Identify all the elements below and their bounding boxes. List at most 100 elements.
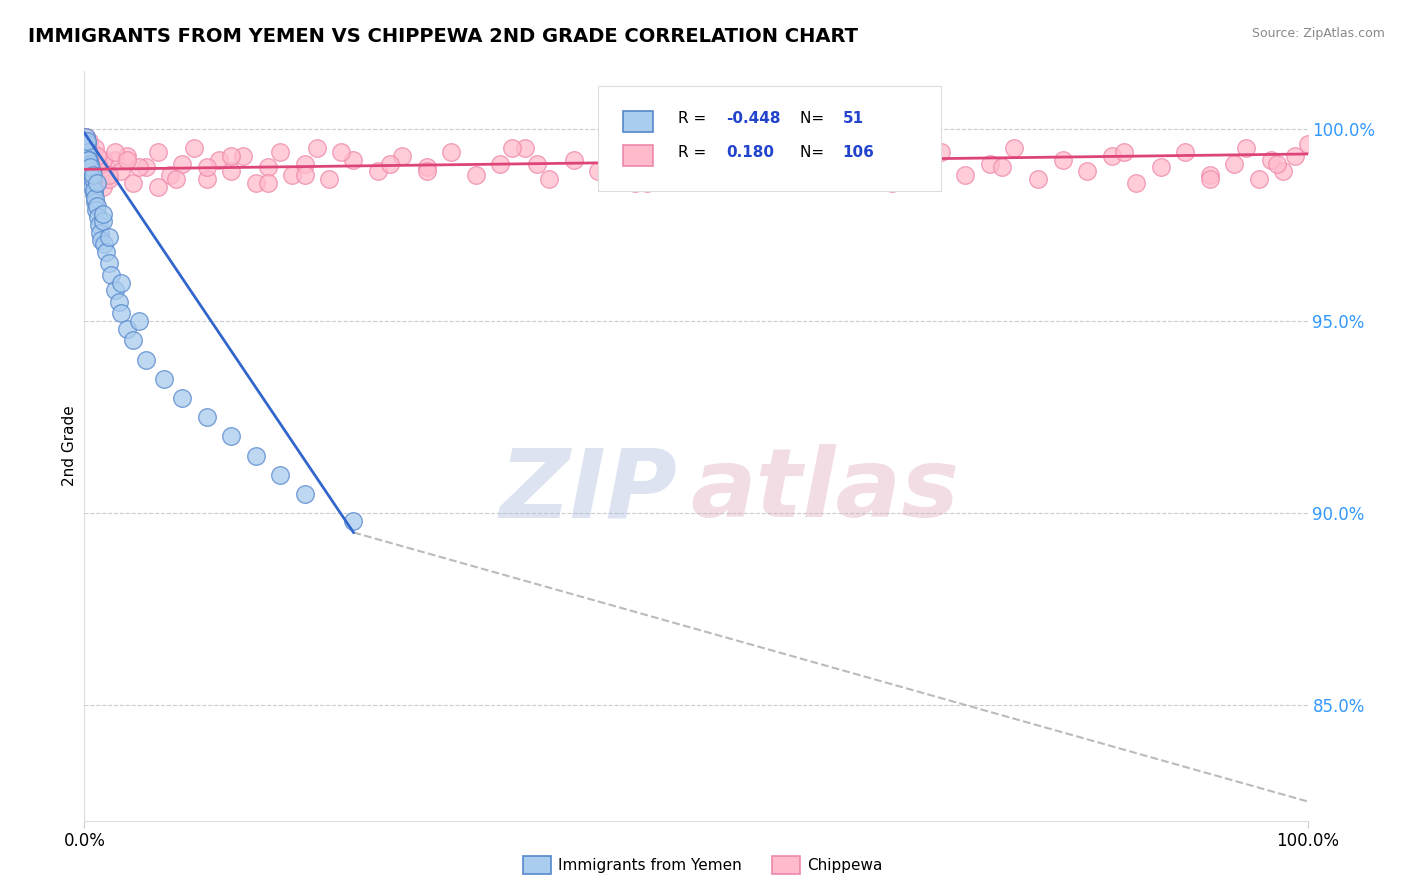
Point <box>77 153 100 167</box>
Point <box>305 141 328 155</box>
Point <box>1114 145 1136 159</box>
Point <box>869 164 891 178</box>
Point <box>110 306 132 320</box>
Point <box>747 153 769 167</box>
Point <box>83 194 105 209</box>
Point <box>172 391 194 405</box>
Point <box>115 322 138 336</box>
Point <box>269 145 291 159</box>
Point <box>135 352 157 367</box>
Point <box>97 256 120 270</box>
Point <box>1265 156 1288 170</box>
Point <box>76 134 98 148</box>
Point <box>77 161 100 175</box>
Point <box>1296 137 1319 152</box>
Point <box>115 153 138 167</box>
Point <box>135 161 157 175</box>
Point <box>1101 149 1123 163</box>
Point <box>831 164 853 178</box>
Point <box>1028 172 1050 186</box>
Point <box>195 410 218 425</box>
Point <box>82 179 104 194</box>
Point <box>770 149 793 163</box>
Text: N=: N= <box>800 112 830 126</box>
Point <box>82 153 104 167</box>
Point <box>538 172 561 186</box>
Point <box>110 276 132 290</box>
FancyBboxPatch shape <box>623 112 654 132</box>
Point <box>128 314 150 328</box>
Point <box>104 284 127 298</box>
Point <box>342 514 364 528</box>
Point <box>83 161 105 175</box>
Point <box>1150 161 1173 175</box>
Point <box>165 172 187 186</box>
Point <box>513 141 536 155</box>
Text: R =: R = <box>678 145 711 160</box>
Point <box>294 168 316 182</box>
Point <box>84 191 107 205</box>
Point <box>1247 172 1270 186</box>
Point <box>1236 141 1258 155</box>
Point <box>83 187 105 202</box>
Point <box>183 141 205 155</box>
Point <box>1272 164 1295 178</box>
Point <box>75 141 97 155</box>
Point <box>991 161 1014 175</box>
Point <box>416 164 439 178</box>
Point <box>929 145 952 159</box>
Point <box>269 467 291 482</box>
Point <box>1052 153 1074 167</box>
Point <box>219 149 242 163</box>
Point <box>342 153 364 167</box>
Point <box>122 334 145 348</box>
Point <box>96 161 118 175</box>
Point <box>416 161 439 175</box>
Point <box>502 141 524 155</box>
Point <box>75 129 97 144</box>
Point <box>562 153 585 167</box>
Point <box>110 164 132 178</box>
Text: -0.448: -0.448 <box>727 112 782 126</box>
Point <box>1076 164 1098 178</box>
Point <box>245 449 267 463</box>
Point <box>122 176 145 190</box>
Point <box>90 234 112 248</box>
Point <box>709 168 731 182</box>
Point <box>86 168 108 182</box>
Point <box>245 176 267 190</box>
Point <box>84 202 107 217</box>
Point <box>318 172 340 186</box>
Point <box>758 141 780 155</box>
Point <box>79 156 101 170</box>
Point <box>86 149 108 163</box>
Point <box>856 149 879 163</box>
Point <box>330 145 353 159</box>
Point <box>100 268 122 282</box>
Point <box>91 153 114 167</box>
Point <box>905 161 928 175</box>
Point <box>636 176 658 190</box>
Point <box>612 149 634 163</box>
Text: R =: R = <box>678 112 711 126</box>
Point <box>208 153 231 167</box>
Point <box>624 176 647 190</box>
Point <box>294 156 316 170</box>
Text: atlas: atlas <box>690 444 959 538</box>
Point <box>391 149 413 163</box>
Point <box>77 161 100 175</box>
Text: IMMIGRANTS FROM YEMEN VS CHIPPEWA 2ND GRADE CORRELATION CHART: IMMIGRANTS FROM YEMEN VS CHIPPEWA 2ND GR… <box>28 27 858 45</box>
Point <box>89 226 111 240</box>
Point <box>104 145 127 159</box>
Point <box>83 184 105 198</box>
Point <box>1125 176 1147 190</box>
Text: 106: 106 <box>842 145 875 160</box>
Point <box>104 153 127 167</box>
Text: Source: ZipAtlas.com: Source: ZipAtlas.com <box>1251 27 1385 40</box>
Point <box>82 172 104 186</box>
Point <box>79 161 101 175</box>
Point <box>257 161 280 175</box>
Point <box>1260 153 1282 167</box>
Point <box>1174 145 1197 159</box>
Point <box>86 199 108 213</box>
